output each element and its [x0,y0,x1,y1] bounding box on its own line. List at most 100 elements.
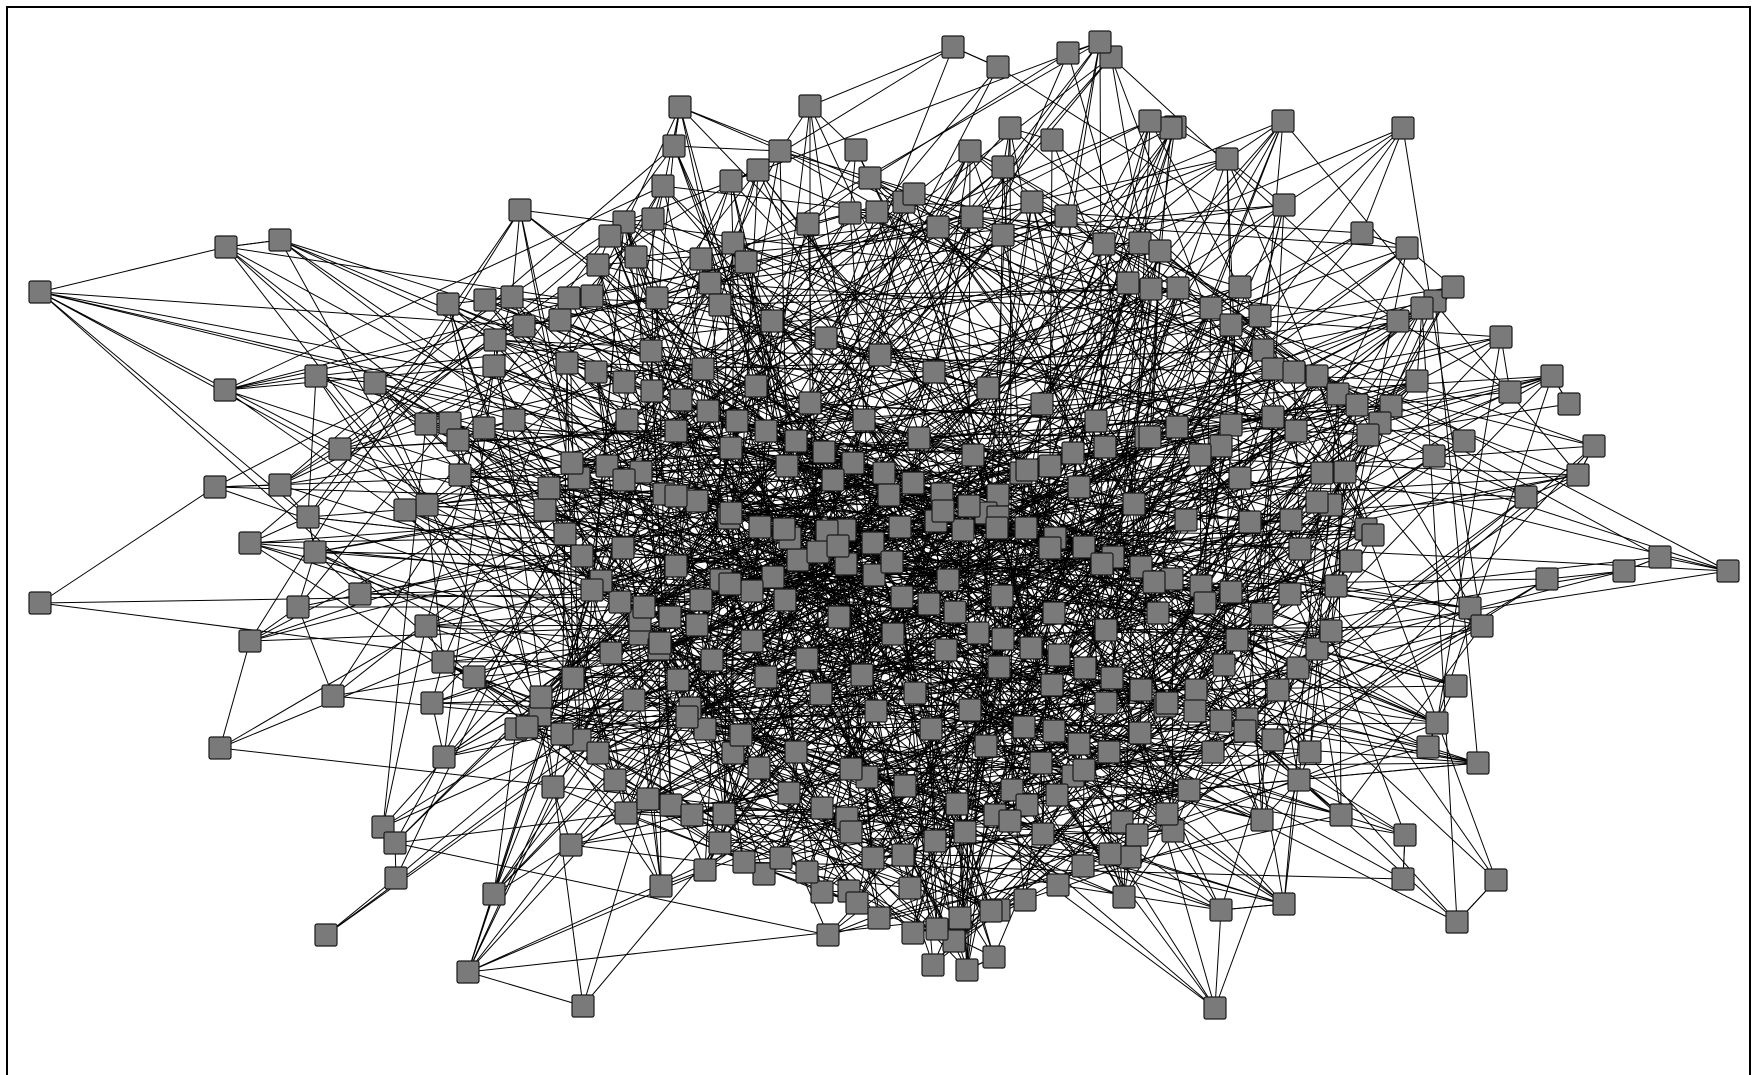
graph-edge [1031,201,1251,523]
graph-node [348,582,372,606]
graph-node [1458,596,1482,620]
graph-node [1209,898,1233,922]
graph-node [571,994,595,1018]
graph-node [436,292,460,316]
graph-node [901,921,925,945]
graph-node [1142,570,1166,594]
graph-node [1013,888,1037,912]
graph-node [28,280,52,304]
graph-node [415,493,439,517]
graph-node [696,399,720,423]
graph-node [314,923,338,947]
graph-node [777,781,801,805]
graph-edge [523,325,624,549]
graph-edge [1136,445,1595,836]
graph-node [867,906,891,930]
graph-edge [1546,570,1625,580]
graph-node [1386,309,1410,333]
graph-edge [1083,521,1251,771]
graph-edge [806,854,904,873]
graph-edge [279,239,428,506]
graph-node [689,588,713,612]
graph-edge [494,339,584,1007]
graph-edge [1214,779,1300,1009]
graph-node [986,55,1010,79]
graph-edge [1078,667,1086,745]
graph-node [868,343,892,367]
graph-edge [821,692,916,893]
graph-node [420,691,444,715]
graph-node [1305,364,1329,388]
graph-node [903,681,927,705]
graph-edge [1340,625,1483,816]
graph-node [888,515,912,539]
graph-node [754,665,778,689]
graph-node [446,428,470,452]
graph-edge [825,337,1074,454]
graph-edge [966,469,1028,971]
graph-node [865,200,889,224]
graph-edge [1040,528,1367,764]
graph-node [1183,699,1207,723]
graph-node [1422,444,1446,468]
graph-node [456,960,480,984]
graph-node [1445,910,1469,934]
graph-node [796,212,820,236]
graph-edge [1199,454,1202,587]
graph-node [898,876,922,900]
graph-node [806,540,830,564]
graph-edge [659,642,880,919]
graph-node [1128,721,1152,745]
graph-edge [1416,307,1423,382]
graph-node [1203,996,1227,1020]
graph-node [976,376,1000,400]
graph-edge [1316,375,1374,536]
graph-node [550,722,574,746]
graph-edge [930,349,1264,730]
graph-edge [797,216,973,561]
graph-edge [307,375,317,518]
graph-edge [679,106,1114,558]
graph-node [700,648,724,672]
graph-node [1015,793,1039,817]
graph-edge [757,169,1527,498]
graph-node [640,379,664,403]
graph-node [557,286,581,310]
graph-node [798,391,822,415]
graph-node [1319,619,1343,643]
graph-node [1094,618,1118,642]
graph-edge [945,649,1138,836]
graph-edge [869,52,1069,179]
graph-node [1391,867,1415,891]
graph-node [1125,823,1149,847]
graph-node [1177,778,1201,802]
graph-edge [643,606,1044,835]
graph-node [784,740,808,764]
graph-node [1209,434,1233,458]
graph-edge [473,493,665,678]
graph-edge [1057,884,1222,911]
graph-node [645,286,669,310]
graph-node [957,494,981,518]
graph-edge [511,209,521,298]
graph-node [1498,380,1522,404]
graph-node [974,734,998,758]
graph-node [570,544,594,568]
graph-edge [947,436,1151,581]
graph-edge [850,630,1332,770]
graph-node [798,94,822,118]
graph-node [1219,413,1243,437]
graph-node [1416,735,1440,759]
graph-edge [1283,472,1323,905]
graph-edge [972,120,1151,456]
graph-node [1716,559,1740,583]
graph-node [907,426,931,450]
graph-edge [662,185,797,753]
graph-node [948,906,972,930]
graph-edge [888,126,1176,496]
graph-node [580,284,604,308]
graph-node [1054,204,1078,228]
graph-node [902,182,926,206]
graph-node [502,408,526,432]
graph-edge [879,41,1101,356]
